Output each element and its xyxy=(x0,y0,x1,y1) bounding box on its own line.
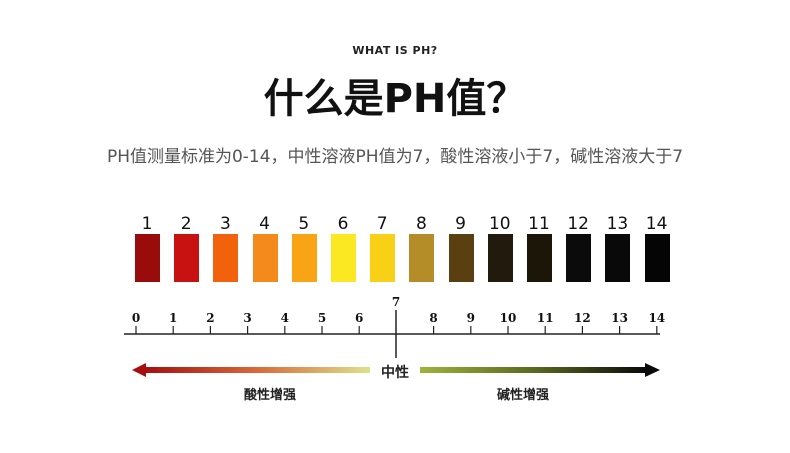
page-title: 什么是PH值？ xyxy=(263,76,527,122)
scale-tick-label: 6 xyxy=(355,311,363,325)
scale-tick-label: 12 xyxy=(574,311,591,325)
strip-number: 8 xyxy=(415,214,427,234)
ph-color-swatch xyxy=(487,234,513,282)
scale-tick-label: 7 xyxy=(392,295,400,309)
scale-tick-label: 13 xyxy=(611,311,628,325)
ph-color-swatch xyxy=(409,234,435,282)
strip-number: 9 xyxy=(455,214,466,234)
strip-number: 13 xyxy=(606,214,629,234)
ph-color-swatch xyxy=(370,234,396,282)
ph-color-swatch xyxy=(448,234,474,282)
scale-tick-label: 0 xyxy=(132,311,140,325)
description-text: PH值测量标准为0-14，中性溶液PH值为7，酸性溶液小于7，碱性溶液大于7 xyxy=(106,147,684,167)
strip-number: 12 xyxy=(567,214,589,234)
acid-gradient-bar xyxy=(145,367,370,373)
ph-color-swatch xyxy=(252,234,278,282)
strip-number: 5 xyxy=(298,214,310,234)
strip-number: 10 xyxy=(488,214,511,234)
scale-tick-label: 2 xyxy=(206,311,214,325)
ph-color-swatch xyxy=(605,234,631,282)
strip-number: 2 xyxy=(180,214,192,234)
eyebrow-label: WHAT IS PH? xyxy=(352,44,438,57)
ph-color-swatch xyxy=(566,234,592,282)
ph-color-swatch xyxy=(213,234,239,282)
strip-number: 14 xyxy=(645,214,668,234)
scale-tick-label: 10 xyxy=(500,311,517,325)
neutral-label: 中性 xyxy=(381,365,409,381)
ph-color-swatch xyxy=(135,234,160,282)
strip-number: 7 xyxy=(376,214,388,234)
ph-color-swatch xyxy=(527,234,552,282)
strip-number: 3 xyxy=(219,214,231,234)
scale-tick-label: 3 xyxy=(243,311,251,325)
base-gradient-bar xyxy=(420,367,646,373)
strip-number: 1 xyxy=(141,214,153,234)
acid-arrowhead xyxy=(132,363,146,377)
ph-scale: 0 1 2 3 4 5 678 9 10 11 12 13 14 xyxy=(124,295,665,377)
scale-tick-label: 11 xyxy=(537,311,554,325)
acid-increase-label: 酸性增强 xyxy=(243,388,296,403)
scale-tick-label: 4 xyxy=(281,311,289,325)
ph-color-swatch xyxy=(291,234,317,282)
scale-tick-label: 5 xyxy=(318,311,326,325)
scale-tick-label: 8 xyxy=(429,311,437,325)
scale-tick-label: 9 xyxy=(467,311,475,325)
scale-tick-label: 1 xyxy=(169,311,177,325)
strip-number: 4 xyxy=(259,214,270,234)
strip-number: 6 xyxy=(337,214,349,234)
base-arrowhead xyxy=(645,363,660,377)
ph-color-swatch xyxy=(644,234,670,282)
ph-color-swatch xyxy=(331,234,356,282)
base-increase-label: 碱性增强 xyxy=(496,388,549,403)
strip-number: 11 xyxy=(528,214,550,234)
scale-tick-label: 14 xyxy=(648,311,665,325)
ph-color-swatch xyxy=(174,234,200,282)
